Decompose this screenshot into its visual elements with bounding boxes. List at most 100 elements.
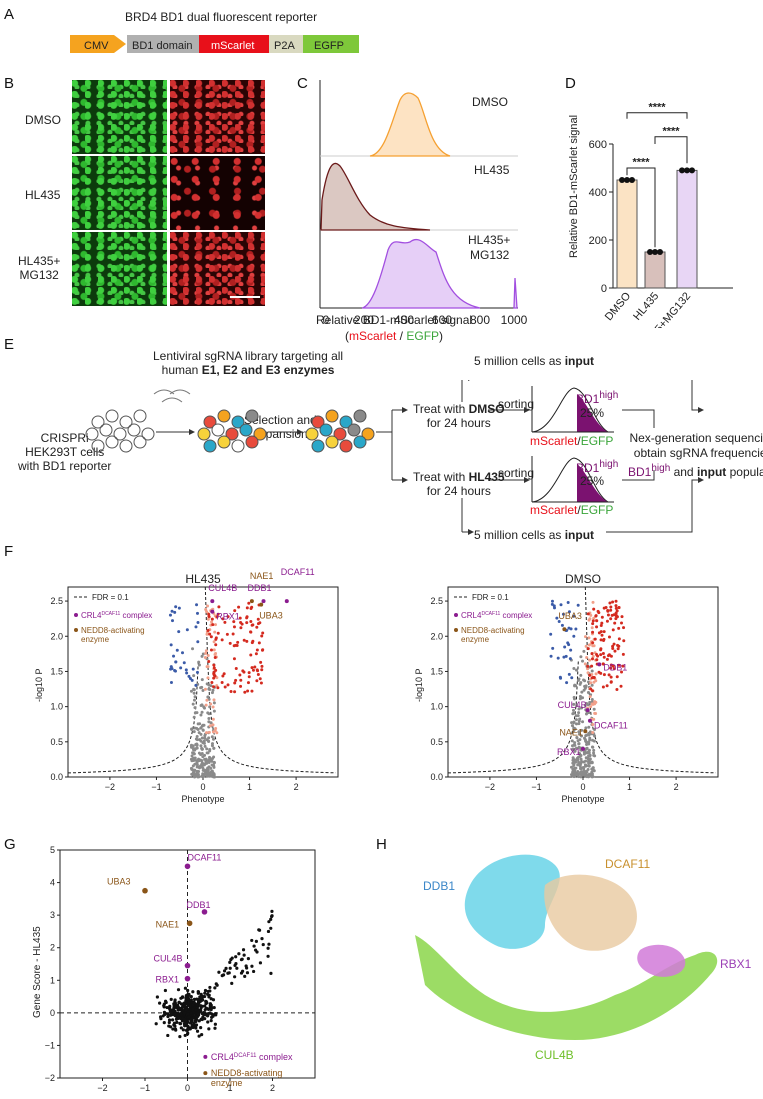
volcano-xtick-label: 1: [247, 782, 252, 792]
scatter-point: [260, 937, 264, 941]
volcano-point-pink: [592, 680, 596, 684]
scatter-point: [250, 964, 254, 968]
bar-ytick-label: 600: [589, 139, 607, 151]
volcano-point-grey: [199, 726, 203, 730]
volcano-point-grey: [192, 752, 196, 756]
volcano-point-grey: [203, 734, 207, 738]
scatter-point: [186, 1011, 190, 1016]
volcano-point-red: [232, 625, 236, 629]
scatter-point: [191, 1003, 195, 1008]
volcano-point-blue: [566, 601, 570, 605]
volcano-point-grey: [572, 720, 576, 724]
volcano-point-grey: [199, 713, 203, 717]
legend-fdr-label: FDR = 0.1: [92, 593, 129, 602]
volcano-point-grey: [584, 712, 588, 716]
legend-nedd8-dot: [454, 628, 458, 632]
volcano-point-red: [255, 679, 259, 683]
scatter-point: [173, 1027, 178, 1031]
scatter-point: [213, 1026, 217, 1030]
volcano-point-red: [597, 611, 601, 615]
volcano-point-grey: [571, 756, 575, 760]
volcano-point-red: [216, 631, 220, 635]
legend-g-nedd8-label-2: enzyme: [211, 1078, 243, 1088]
scatter-point: [164, 1000, 168, 1005]
volcano-point-grey: [582, 649, 586, 653]
scatter-point: [228, 960, 232, 964]
volcano-point-pink: [208, 724, 212, 728]
volcano-point-pink: [591, 654, 595, 658]
volcano-point-grey: [192, 748, 196, 752]
volcano-point-grey: [586, 690, 590, 694]
scale-bar: [230, 296, 260, 298]
volcano-point-pink: [204, 649, 208, 653]
volcano-point-pink: [583, 662, 587, 666]
volcano-point-grey: [201, 728, 205, 732]
scatter-point: [183, 1033, 187, 1038]
bar-category-label: HL435: [631, 290, 661, 323]
volcano-point-grey: [573, 749, 577, 753]
volcano-point-grey: [580, 728, 584, 732]
scatter-point: [203, 988, 208, 993]
fdr-curve-left: [68, 661, 199, 774]
volcano-point-red: [231, 632, 235, 636]
volcano-point-red: [208, 632, 212, 636]
scatter-xlabel: Gene Score - DMSO: [141, 1095, 233, 1096]
volcano-point-blue: [559, 676, 563, 680]
scatter-point: [195, 1003, 199, 1007]
volcano-point-grey: [572, 702, 576, 706]
rbx1-density: [637, 944, 686, 977]
scatter-point: [239, 958, 244, 962]
volcano-point-red: [232, 657, 236, 661]
track-label-hl435-plus: HL435+: [468, 233, 510, 247]
scatter-point: [208, 1011, 212, 1015]
volcano-point-pink: [214, 652, 218, 656]
panel-label-d: D: [565, 75, 576, 92]
volcano-point-grey: [585, 746, 589, 750]
cmv-label: CMV: [84, 40, 109, 52]
scatter-point: [239, 971, 244, 975]
scatter-point: [205, 1014, 210, 1018]
volcano-point-blue: [169, 681, 173, 685]
micrograph-hl435mg132-mscarlet: [170, 232, 265, 306]
volcano-point-red: [591, 622, 595, 626]
volcano-point-grey: [577, 722, 581, 726]
volcano-point-red: [246, 689, 250, 693]
bar-datapoint: [679, 167, 685, 174]
volcano-xtick-label: −2: [105, 782, 115, 792]
volcano-point-red: [604, 606, 608, 610]
volcano-point-red: [228, 641, 232, 645]
scatter-highlight-cul4b: [184, 962, 191, 969]
scatter-point: [252, 969, 256, 974]
scatter-point: [196, 989, 200, 994]
scatter-point: [176, 1003, 180, 1007]
c-xtick-400: 400: [394, 313, 414, 327]
volcano-point-grey: [192, 687, 196, 691]
bar-datapoint: [647, 249, 653, 255]
scatter-highlight-rbx1: [184, 975, 191, 982]
volcano-point-red: [620, 670, 624, 674]
volcano-point-red: [216, 612, 220, 616]
c-xtick-800: 800: [470, 313, 490, 327]
volcano-point-red: [607, 635, 611, 639]
scatter-point: [221, 973, 226, 977]
treat-dmso-desc: Treat with DMSO for 24 hours: [413, 402, 505, 430]
scatter-highlight-uba3: [142, 887, 148, 894]
volcano-point-blue: [560, 623, 564, 627]
volcano-point-pink: [204, 651, 208, 655]
scatter-highlight-nae1: [186, 920, 193, 927]
volcano-point-red: [615, 675, 619, 679]
sort-histogram-bottom: [531, 456, 614, 503]
scatter-point: [196, 1012, 200, 1016]
scatter-point: [197, 1034, 201, 1038]
scatter-point: [200, 1012, 204, 1016]
gene-label-cul4b: CUL4B: [558, 700, 587, 710]
volcano-point-red: [588, 673, 592, 677]
volcano-point-grey: [195, 738, 199, 742]
volcano-point-pink: [209, 702, 213, 706]
volcano-point-grey: [205, 761, 209, 765]
volcano-point-blue: [556, 656, 560, 660]
volcano-point-grey: [588, 736, 592, 740]
volcano-point-grey: [572, 743, 576, 747]
volcano-point-grey: [579, 655, 583, 659]
volcano-point-grey: [577, 719, 581, 723]
